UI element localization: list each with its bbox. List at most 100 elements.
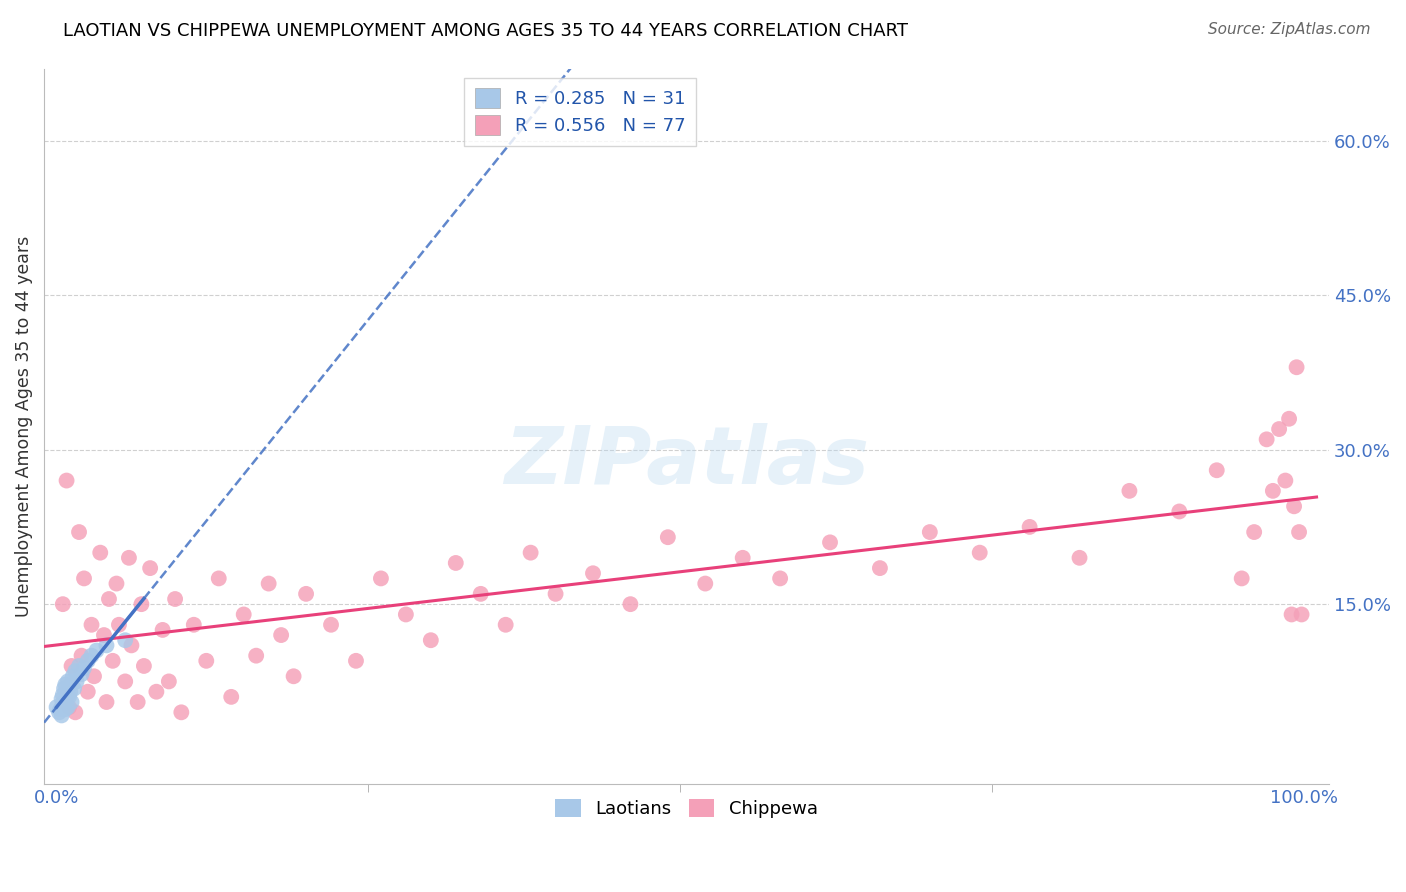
Point bbox=[55, 684, 77, 698]
Point bbox=[52, 698, 75, 712]
Point bbox=[969, 546, 991, 560]
Point bbox=[519, 546, 541, 560]
Point bbox=[132, 659, 155, 673]
Point bbox=[58, 690, 80, 704]
Point bbox=[96, 639, 118, 653]
Point bbox=[76, 684, 98, 698]
Point bbox=[67, 659, 90, 673]
Point bbox=[1282, 500, 1305, 514]
Point bbox=[370, 571, 392, 585]
Point bbox=[283, 669, 305, 683]
Point bbox=[53, 702, 76, 716]
Point bbox=[1069, 550, 1091, 565]
Point bbox=[1291, 607, 1313, 622]
Point bbox=[157, 674, 180, 689]
Point bbox=[1278, 411, 1301, 425]
Point bbox=[295, 587, 318, 601]
Point bbox=[1018, 520, 1040, 534]
Point bbox=[56, 700, 79, 714]
Text: LAOTIAN VS CHIPPEWA UNEMPLOYMENT AMONG AGES 35 TO 44 YEARS CORRELATION CHART: LAOTIAN VS CHIPPEWA UNEMPLOYMENT AMONG A… bbox=[63, 22, 908, 40]
Point bbox=[53, 677, 76, 691]
Point bbox=[65, 674, 87, 689]
Point bbox=[344, 654, 367, 668]
Point bbox=[257, 576, 280, 591]
Point bbox=[49, 702, 72, 716]
Point bbox=[114, 674, 136, 689]
Point bbox=[51, 692, 73, 706]
Point bbox=[101, 654, 124, 668]
Point bbox=[51, 708, 73, 723]
Point bbox=[1288, 524, 1310, 539]
Point bbox=[70, 667, 93, 681]
Point bbox=[70, 648, 93, 663]
Point bbox=[1205, 463, 1227, 477]
Point bbox=[1268, 422, 1291, 436]
Point bbox=[108, 617, 131, 632]
Point bbox=[619, 597, 641, 611]
Point bbox=[731, 550, 754, 565]
Point bbox=[83, 669, 105, 683]
Legend: Laotians, Chippewa: Laotians, Chippewa bbox=[548, 792, 825, 825]
Point bbox=[118, 550, 141, 565]
Point bbox=[127, 695, 149, 709]
Point bbox=[319, 617, 342, 632]
Point bbox=[89, 546, 111, 560]
Point bbox=[52, 597, 75, 611]
Point bbox=[96, 695, 118, 709]
Point bbox=[270, 628, 292, 642]
Point bbox=[495, 617, 517, 632]
Point bbox=[60, 695, 83, 709]
Point bbox=[131, 597, 153, 611]
Point bbox=[45, 700, 67, 714]
Point bbox=[120, 639, 142, 653]
Point bbox=[657, 530, 679, 544]
Point bbox=[152, 623, 174, 637]
Point bbox=[58, 680, 80, 694]
Point bbox=[1285, 360, 1308, 375]
Point bbox=[98, 592, 121, 607]
Point bbox=[55, 474, 77, 488]
Point bbox=[1261, 483, 1284, 498]
Point bbox=[695, 576, 717, 591]
Point bbox=[444, 556, 467, 570]
Point bbox=[1230, 571, 1253, 585]
Point bbox=[80, 648, 103, 663]
Point bbox=[93, 628, 115, 642]
Point bbox=[59, 684, 82, 698]
Point bbox=[62, 669, 84, 683]
Point bbox=[395, 607, 418, 622]
Point bbox=[73, 661, 96, 675]
Point bbox=[76, 654, 98, 668]
Point bbox=[60, 659, 83, 673]
Point bbox=[170, 706, 193, 720]
Point bbox=[52, 688, 75, 702]
Point bbox=[918, 524, 941, 539]
Point bbox=[869, 561, 891, 575]
Point bbox=[544, 587, 567, 601]
Point bbox=[1274, 474, 1296, 488]
Point bbox=[208, 571, 231, 585]
Point bbox=[139, 561, 162, 575]
Point bbox=[56, 674, 79, 689]
Point bbox=[1256, 433, 1278, 447]
Text: ZIPatlas: ZIPatlas bbox=[505, 424, 869, 501]
Point bbox=[86, 643, 108, 657]
Point bbox=[582, 566, 605, 581]
Text: Source: ZipAtlas.com: Source: ZipAtlas.com bbox=[1208, 22, 1371, 37]
Point bbox=[769, 571, 792, 585]
Y-axis label: Unemployment Among Ages 35 to 44 years: Unemployment Among Ages 35 to 44 years bbox=[15, 235, 32, 617]
Point bbox=[114, 633, 136, 648]
Point bbox=[1168, 504, 1191, 518]
Point bbox=[219, 690, 242, 704]
Point bbox=[55, 692, 77, 706]
Point bbox=[145, 684, 167, 698]
Point bbox=[165, 592, 187, 607]
Point bbox=[470, 587, 492, 601]
Point bbox=[48, 706, 70, 720]
Point bbox=[232, 607, 254, 622]
Point bbox=[80, 617, 103, 632]
Point bbox=[53, 695, 76, 709]
Point bbox=[419, 633, 441, 648]
Point bbox=[58, 700, 80, 714]
Point bbox=[105, 576, 128, 591]
